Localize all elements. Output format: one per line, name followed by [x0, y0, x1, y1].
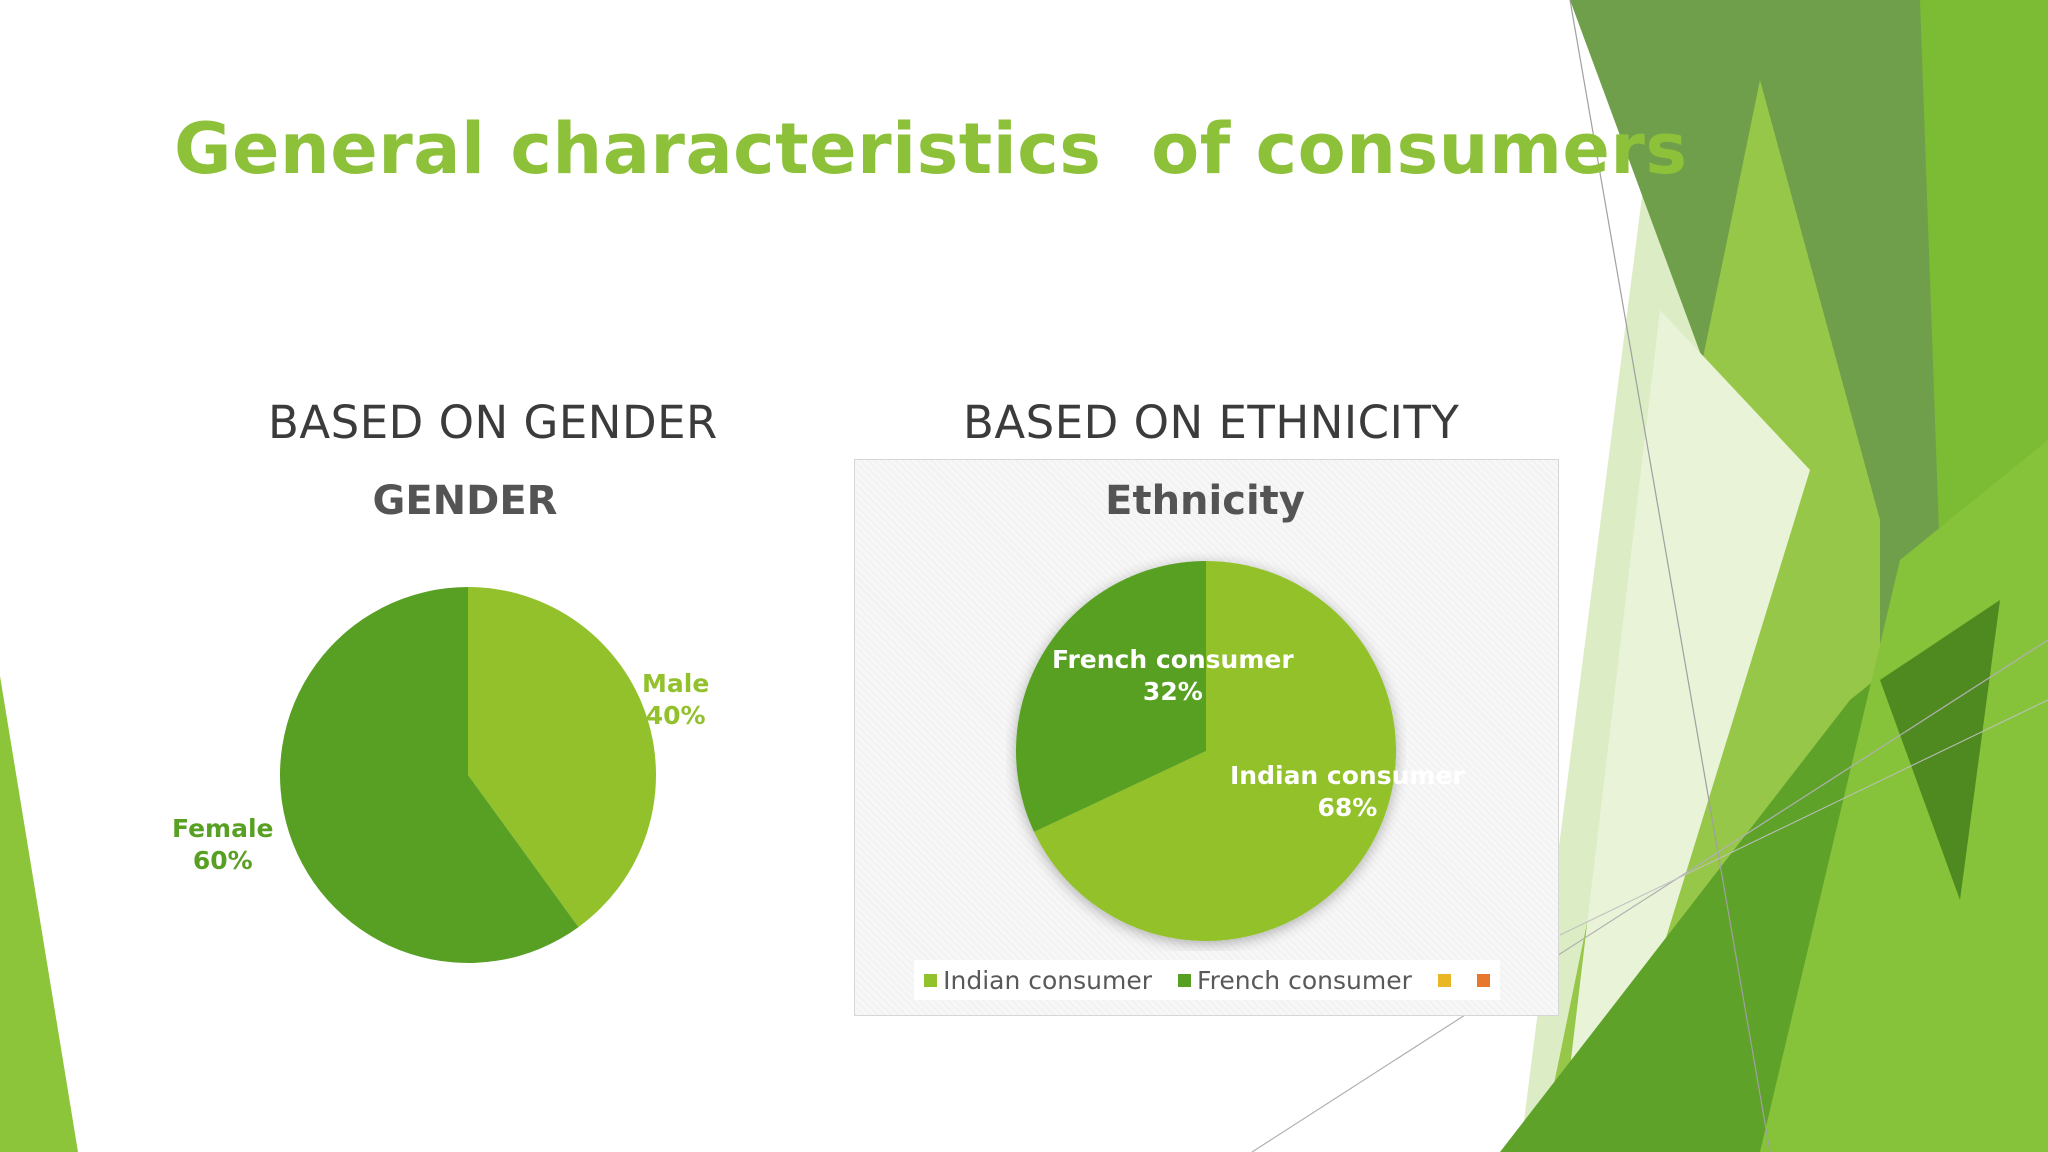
- legend-swatch-4: [1476, 973, 1490, 987]
- right-panel-deep: [1880, 600, 2000, 900]
- female-label-value: 60%: [192, 846, 253, 875]
- legend-entry-french: French consumer: [1178, 966, 1412, 995]
- male-label-value: 40%: [645, 701, 706, 730]
- male-label-name: Male: [642, 669, 710, 698]
- legend-entry-3: [1437, 973, 1451, 987]
- ethnicity-section-heading: BASED ON ETHNICITY: [963, 396, 1460, 449]
- ethnicity-pie-chart: [1016, 561, 1396, 941]
- female-slice-label: Female 60%: [172, 813, 273, 877]
- legend-entry-4: [1476, 973, 1490, 987]
- right-panel-pale: [1560, 310, 1810, 1152]
- ethnicity-legend: Indian consumer French consumer: [914, 960, 1500, 1000]
- gender-chart-title: GENDER: [372, 478, 558, 524]
- male-slice-label: Male 40%: [642, 668, 709, 732]
- ethnicity-chart-title: Ethnicity: [1105, 478, 1305, 524]
- thin-line-3: [1559, 699, 2048, 936]
- legend-entry-indian: Indian consumer: [924, 966, 1152, 995]
- gender-section-heading: BASED ON GENDER: [268, 396, 718, 449]
- legend-swatch-french: [1178, 973, 1192, 987]
- thin-line-2: [1251, 639, 2048, 1152]
- thin-line-1: [1569, 0, 1771, 1152]
- legend-text-indian: Indian consumer: [943, 965, 1153, 995]
- gender-slice-male: [468, 587, 656, 928]
- french-slice-label: French consumer 32%: [1052, 644, 1294, 708]
- indian-slice-label: Indian consumer 68%: [1230, 760, 1465, 824]
- gender-pie-chart: [279, 587, 656, 963]
- slide-title: General characteristics of consumers: [174, 108, 1688, 190]
- legend-swatch-3: [1437, 973, 1451, 987]
- indian-label-name: Indian consumer: [1230, 761, 1465, 790]
- legend-swatch-indian: [924, 973, 938, 987]
- left-edge-accent: [0, 676, 78, 1152]
- french-label-name: French consumer: [1052, 645, 1294, 674]
- gender-slice-female: [279, 587, 579, 963]
- female-label-name: Female: [172, 814, 274, 843]
- ethnicity-slice-french-consumer: [1016, 561, 1206, 832]
- ethnicity-slice-indian-consumer: [1034, 561, 1396, 941]
- french-label-value: 32%: [1142, 677, 1203, 706]
- legend-text-french: French consumer: [1197, 965, 1412, 995]
- indian-label-value: 68%: [1317, 793, 1378, 822]
